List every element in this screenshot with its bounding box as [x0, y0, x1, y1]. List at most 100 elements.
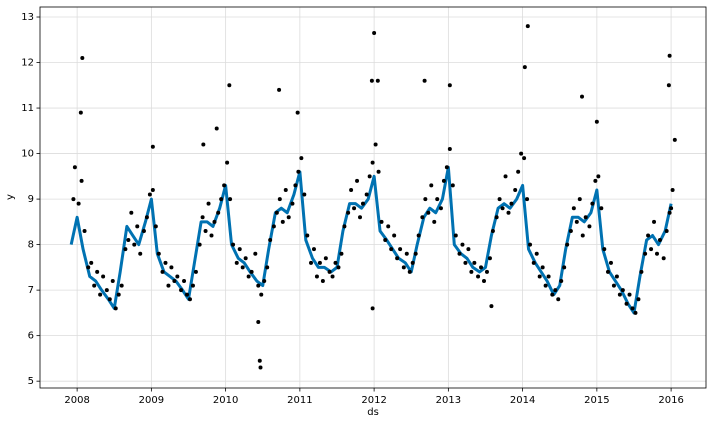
data-point	[546, 274, 551, 279]
data-point	[179, 288, 184, 293]
data-point	[150, 187, 155, 192]
data-point	[652, 219, 657, 224]
x-tick-label: 2016	[658, 395, 683, 406]
data-point	[633, 310, 638, 315]
data-point	[426, 210, 431, 215]
data-point	[253, 251, 258, 256]
data-point	[193, 269, 198, 274]
data-point	[135, 224, 140, 229]
data-point	[667, 53, 672, 58]
data-point	[234, 260, 239, 265]
data-point	[268, 238, 273, 243]
data-point	[522, 65, 527, 70]
data-point	[150, 144, 155, 149]
data-point	[590, 201, 595, 206]
data-point	[624, 301, 629, 306]
data-point	[438, 206, 443, 211]
y-tick-label: 11	[21, 103, 34, 114]
y-tick-label: 5	[28, 376, 34, 387]
data-point	[231, 242, 236, 247]
data-point	[197, 242, 202, 247]
data-point	[444, 165, 449, 170]
plot-frame	[39, 6, 707, 389]
data-point	[305, 233, 310, 238]
data-point	[562, 265, 567, 270]
data-point	[320, 279, 325, 284]
data-point	[460, 242, 465, 247]
data-point	[280, 219, 285, 224]
data-point	[129, 210, 134, 215]
data-point	[469, 269, 474, 274]
data-point	[594, 119, 599, 124]
data-point	[156, 251, 161, 256]
data-point	[463, 260, 468, 265]
marks	[69, 24, 677, 370]
data-point	[346, 210, 351, 215]
data-point	[349, 187, 354, 192]
data-point	[522, 156, 527, 161]
data-point	[667, 210, 672, 215]
data-point	[435, 197, 440, 202]
data-point	[568, 228, 573, 233]
data-point	[271, 224, 276, 229]
data-point	[375, 78, 380, 83]
data-point	[574, 219, 579, 224]
data-point	[240, 265, 245, 270]
data-point	[352, 206, 357, 211]
x-tick-label: 2009	[139, 395, 164, 406]
data-point	[525, 24, 530, 29]
data-point	[342, 224, 347, 229]
data-point	[476, 274, 481, 279]
data-point	[466, 247, 471, 252]
data-point	[516, 169, 521, 174]
data-point	[182, 279, 187, 284]
data-point	[379, 219, 384, 224]
data-point	[314, 274, 319, 279]
x-tick-label: 2010	[213, 395, 238, 406]
data-point	[605, 269, 610, 274]
data-point	[227, 83, 232, 88]
data-point	[101, 274, 106, 279]
data-point	[654, 251, 659, 256]
data-point	[358, 215, 363, 220]
data-point	[664, 228, 669, 233]
data-point	[490, 228, 495, 233]
data-point	[513, 187, 518, 192]
data-point	[657, 238, 662, 243]
data-point	[89, 260, 94, 265]
data-point	[410, 260, 415, 265]
data-point	[296, 169, 301, 174]
data-point	[262, 279, 267, 284]
data-point	[336, 265, 341, 270]
data-point	[110, 279, 115, 284]
data-point	[432, 219, 437, 224]
x-tick-label: 2012	[361, 395, 386, 406]
data-point	[534, 251, 539, 256]
x-tick-label: 2014	[510, 395, 535, 406]
data-point	[92, 283, 97, 288]
data-point	[571, 206, 576, 211]
data-point	[277, 87, 282, 92]
data-point	[413, 251, 418, 256]
data-point	[666, 83, 671, 88]
data-point	[311, 247, 316, 252]
data-point	[376, 169, 381, 174]
data-point	[206, 201, 211, 206]
data-point	[670, 187, 675, 192]
data-point	[500, 206, 505, 211]
data-point	[543, 283, 548, 288]
data-point	[556, 297, 561, 302]
data-point	[201, 142, 206, 147]
data-point	[113, 306, 118, 311]
data-point	[369, 78, 374, 83]
data-point	[283, 187, 288, 192]
data-point	[360, 201, 365, 206]
data-point	[577, 197, 582, 202]
data-point	[614, 274, 619, 279]
data-point	[608, 260, 613, 265]
data-point	[209, 233, 214, 238]
data-point	[169, 265, 174, 270]
data-point	[479, 265, 484, 270]
data-point	[138, 251, 143, 256]
data-point	[367, 174, 372, 179]
